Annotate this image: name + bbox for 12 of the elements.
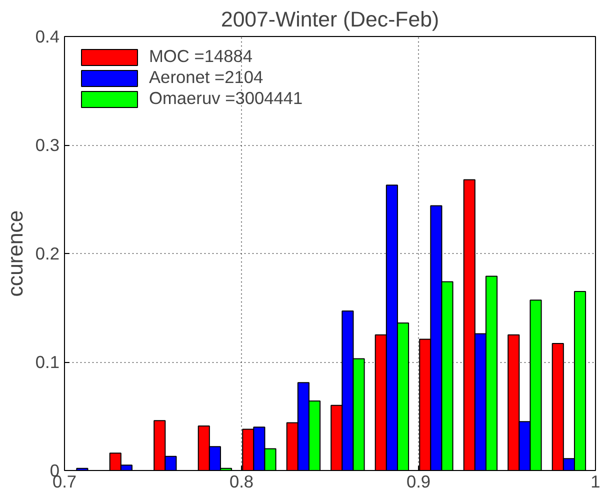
y-axis-title: ccurence xyxy=(3,210,28,297)
y-tick-label: 0.3 xyxy=(35,135,60,155)
x-tick-label: 0.8 xyxy=(229,472,254,490)
y-tick-label: 0.1 xyxy=(35,352,60,372)
y-tick-label: 0.4 xyxy=(35,26,60,46)
chart-title: 2007-Winter (Dec-Feb) xyxy=(220,8,440,32)
legend-label: Aeronet =2104 xyxy=(149,67,264,88)
legend-label: MOC =14884 xyxy=(149,46,253,67)
x-tick-label: 0.9 xyxy=(406,472,431,490)
x-tick-label: 1 xyxy=(590,472,600,490)
legend-label: Omaeruv =3004441 xyxy=(149,88,303,109)
y-tick-label: 0.2 xyxy=(35,244,60,264)
